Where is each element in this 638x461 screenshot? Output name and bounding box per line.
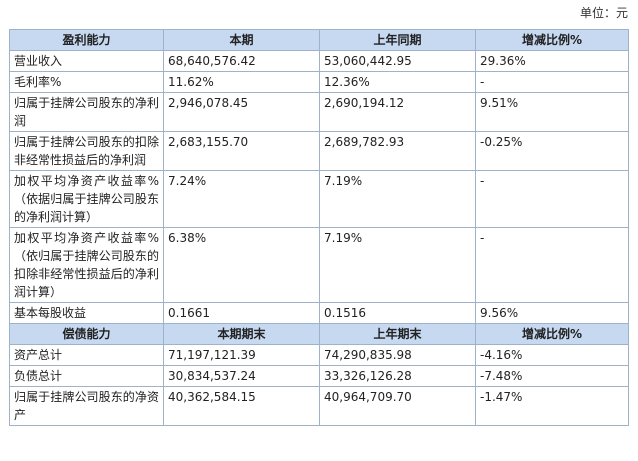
row-label: 归属于挂牌公司股东的净资产 [9, 386, 164, 426]
table-row: 归属于挂牌公司股东的净利润 2,946,078.45 2,690,194.12 … [9, 92, 629, 132]
current-value: 71,197,121.39 [163, 344, 320, 366]
previous-value: 7.19% [319, 227, 476, 303]
header-cell: 上年期末 [319, 323, 476, 345]
table-row: 归属于挂牌公司股东的扣除非经常性损益后的净利润 2,683,155.70 2,6… [9, 131, 629, 171]
previous-value: 0.1516 [319, 302, 476, 324]
previous-value: 74,290,835.98 [319, 344, 476, 366]
change-value: -1.47% [475, 386, 629, 426]
change-value: 9.56% [475, 302, 629, 324]
solvency-header-row: 偿债能力 本期期末 上年期末 增减比例% [9, 323, 629, 345]
change-value: 29.36% [475, 50, 629, 72]
table-row: 毛利率% 11.62% 12.36% - [9, 71, 629, 93]
header-cell: 本期期末 [163, 323, 320, 345]
row-label: 加权平均净资产收益率%（依归属于挂牌公司股东的扣除非经常性损益后的净利润计算） [9, 227, 164, 303]
row-label: 归属于挂牌公司股东的净利润 [9, 92, 164, 132]
row-label: 归属于挂牌公司股东的扣除非经常性损益后的净利润 [9, 131, 164, 171]
table-row: 资产总计 71,197,121.39 74,290,835.98 -4.16% [9, 344, 629, 366]
header-cell: 盈利能力 [9, 29, 164, 51]
previous-value: 12.36% [319, 71, 476, 93]
change-value: - [475, 71, 629, 93]
profitability-header-row: 盈利能力 本期 上年同期 增减比例% [9, 29, 629, 51]
change-value: -7.48% [475, 365, 629, 387]
current-value: 11.62% [163, 71, 320, 93]
current-value: 7.24% [163, 170, 320, 228]
row-label: 加权平均净资产收益率%（依据归属于挂牌公司股东的净利润计算） [9, 170, 164, 228]
previous-value: 40,964,709.70 [319, 386, 476, 426]
previous-value: 7.19% [319, 170, 476, 228]
current-value: 2,683,155.70 [163, 131, 320, 171]
table-row: 加权平均净资产收益率%（依据归属于挂牌公司股东的净利润计算） 7.24% 7.1… [9, 170, 629, 228]
change-value: -4.16% [475, 344, 629, 366]
current-value: 6.38% [163, 227, 320, 303]
previous-value: 2,689,782.93 [319, 131, 476, 171]
current-value: 40,362,584.15 [163, 386, 320, 426]
table-row: 归属于挂牌公司股东的净资产 40,362,584.15 40,964,709.7… [9, 386, 629, 426]
current-value: 0.1661 [163, 302, 320, 324]
header-cell: 上年同期 [319, 29, 476, 51]
change-value: -0.25% [475, 131, 629, 171]
previous-value: 33,326,126.28 [319, 365, 476, 387]
change-value: - [475, 170, 629, 228]
header-cell: 偿债能力 [9, 323, 164, 345]
table-row: 基本每股收益 0.1661 0.1516 9.56% [9, 302, 629, 324]
previous-value: 2,690,194.12 [319, 92, 476, 132]
table-row: 加权平均净资产收益率%（依归属于挂牌公司股东的扣除非经常性损益后的净利润计算） … [9, 227, 629, 303]
header-cell: 增减比例% [475, 323, 629, 345]
table-row: 营业收入 68,640,576.42 53,060,442.95 29.36% [9, 50, 629, 72]
unit-label: 单位：元 [579, 6, 628, 20]
header-cell: 本期 [163, 29, 320, 51]
table-row: 负债总计 30,834,537.24 33,326,126.28 -7.48% [9, 365, 629, 387]
row-label: 资产总计 [9, 344, 164, 366]
current-value: 30,834,537.24 [163, 365, 320, 387]
change-value: 9.51% [475, 92, 629, 132]
change-value: - [475, 227, 629, 303]
row-label: 基本每股收益 [9, 302, 164, 324]
current-value: 68,640,576.42 [163, 50, 320, 72]
financial-table: 盈利能力 本期 上年同期 增减比例% 营业收入 68,640,576.42 53… [9, 29, 629, 426]
current-value: 2,946,078.45 [163, 92, 320, 132]
row-label: 负债总计 [9, 365, 164, 387]
header-cell: 增减比例% [475, 29, 629, 51]
row-label: 毛利率% [9, 71, 164, 93]
previous-value: 53,060,442.95 [319, 50, 476, 72]
row-label: 营业收入 [9, 50, 164, 72]
